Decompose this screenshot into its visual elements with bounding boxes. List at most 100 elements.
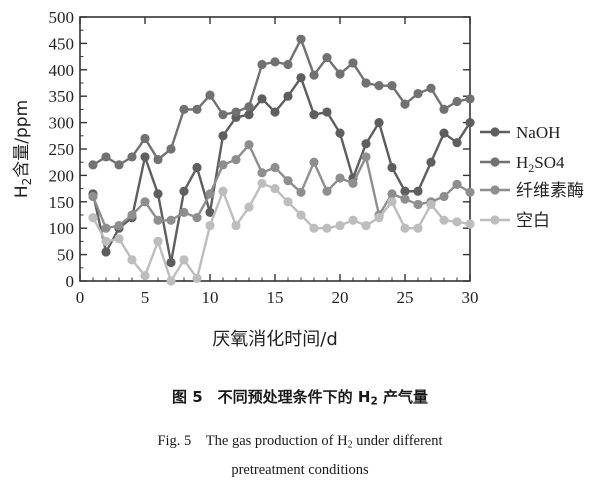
data-point <box>309 223 319 233</box>
data-point <box>192 162 202 173</box>
data-point <box>309 157 319 167</box>
x-tick-label: 30 <box>462 288 479 307</box>
data-point <box>387 81 397 91</box>
data-point <box>179 104 189 114</box>
data-point <box>114 160 124 170</box>
data-point <box>218 131 228 141</box>
data-point <box>88 213 98 223</box>
data-point <box>153 236 163 246</box>
series-line-4 <box>91 182 471 283</box>
data-point <box>192 104 202 114</box>
y-tick-label: 0 <box>66 272 75 291</box>
x-tick-label: 5 <box>141 288 150 307</box>
data-point <box>309 110 319 120</box>
data-point <box>218 186 228 196</box>
x-tick-label: 10 <box>202 288 219 307</box>
data-point <box>374 118 384 128</box>
data-point <box>335 128 345 138</box>
series-line-2 <box>92 37 471 167</box>
data-point <box>452 217 462 227</box>
data-point <box>231 220 241 231</box>
data-point <box>374 213 384 223</box>
data-point <box>257 168 267 178</box>
data-point <box>387 197 397 207</box>
data-point <box>361 152 371 162</box>
x-tick-label: 25 <box>397 288 414 307</box>
data-point <box>426 157 436 167</box>
data-point <box>465 187 475 197</box>
data-point <box>231 154 241 165</box>
data-point <box>153 215 163 225</box>
y-tick-label: 350 <box>49 87 75 106</box>
data-point <box>166 257 176 268</box>
data-point <box>179 186 189 196</box>
data-point <box>348 178 358 188</box>
data-point <box>140 152 150 162</box>
data-point <box>270 184 280 194</box>
data-point <box>387 162 397 173</box>
data-point <box>88 191 98 202</box>
data-point <box>231 107 241 117</box>
data-point <box>322 107 332 117</box>
data-point <box>166 215 176 225</box>
data-point <box>439 104 449 114</box>
y-tick-label: 400 <box>49 61 75 80</box>
data-point <box>244 202 254 212</box>
data-point <box>192 273 202 283</box>
data-point <box>244 102 254 112</box>
data-point <box>140 197 150 207</box>
data-point <box>387 189 397 199</box>
data-point <box>335 173 345 183</box>
data-point <box>452 179 462 189</box>
data-point <box>88 160 98 170</box>
legend-label: 空白 <box>516 211 550 230</box>
y-tick-label: 200 <box>49 166 75 185</box>
data-point <box>296 210 306 220</box>
series-line-1 <box>91 76 472 264</box>
data-point <box>257 59 267 70</box>
legend-label: 纤维素酶 <box>516 181 584 200</box>
data-point <box>465 219 475 229</box>
data-point <box>257 178 267 188</box>
caption-english-line1: Fig. 5 The gas production of H2 under di… <box>157 433 443 451</box>
data-point <box>270 107 280 117</box>
y-tick-label: 300 <box>49 114 75 133</box>
data-point <box>309 70 319 80</box>
data-point <box>361 220 371 231</box>
x-tick-label: 15 <box>267 288 284 307</box>
axis-labels: 厌氧消化时间/d H2含量/ppm <box>12 100 338 350</box>
data-point <box>400 99 410 109</box>
legend-label: H2SO4 <box>516 153 565 175</box>
data-point <box>413 199 423 210</box>
data-point <box>127 152 137 162</box>
data-point <box>348 215 358 225</box>
y-tick-label: 450 <box>49 34 75 53</box>
legend-label: NaOH <box>516 123 560 142</box>
y-axis-label: H2含量/ppm <box>12 100 34 198</box>
data-point <box>179 207 189 217</box>
data-point <box>283 197 293 207</box>
data-point <box>296 73 306 83</box>
data-point <box>244 110 254 120</box>
data-point <box>270 57 280 67</box>
data-point <box>426 83 436 93</box>
x-tick-label: 20 <box>332 288 349 307</box>
data-point <box>205 189 215 199</box>
legend-marker <box>490 185 500 195</box>
data-point <box>465 94 475 104</box>
data-point <box>452 96 462 107</box>
data-point <box>101 236 111 246</box>
data-point <box>283 91 293 101</box>
data-point <box>140 133 150 144</box>
data-point <box>348 58 358 68</box>
caption-english-line2: pretreatment conditions <box>231 462 369 478</box>
y-tick-label: 250 <box>49 140 75 159</box>
data-point <box>361 139 371 149</box>
data-point <box>400 186 410 196</box>
data-point <box>257 94 267 104</box>
data-point <box>413 88 423 99</box>
data-point <box>205 220 215 231</box>
data-point <box>322 186 332 196</box>
legend-marker <box>490 127 500 137</box>
data-point <box>335 69 345 79</box>
